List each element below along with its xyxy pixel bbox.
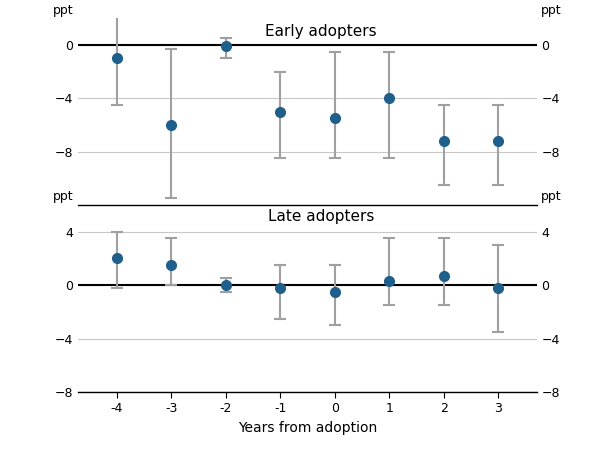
Text: ppt: ppt (53, 4, 74, 17)
Text: Early adopters: Early adopters (265, 24, 377, 39)
Text: ppt: ppt (541, 4, 562, 17)
Text: Late adopters: Late adopters (268, 209, 374, 224)
Text: ppt: ppt (541, 190, 562, 203)
Text: ppt: ppt (53, 190, 74, 203)
X-axis label: Years from adoption: Years from adoption (238, 421, 377, 435)
